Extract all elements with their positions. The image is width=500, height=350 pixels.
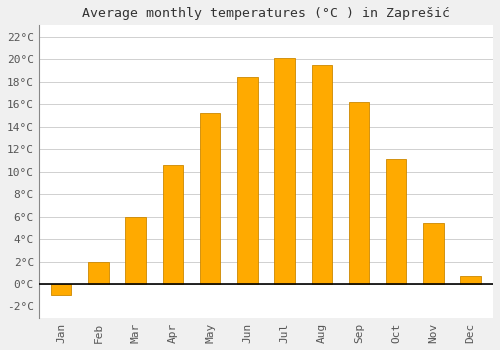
Bar (274, 58, 295, 284)
Bar (200, 113, 220, 284)
Bar (162, 165, 183, 284)
Bar (126, 217, 146, 284)
Bar (312, 65, 332, 284)
Title: Average monthly temperatures (°C ) in Zaprešić: Average monthly temperatures (°C ) in Za… (82, 7, 450, 20)
Bar (349, 102, 370, 284)
Bar (460, 276, 481, 284)
Text: -2°C: -2°C (8, 302, 34, 312)
Bar (88, 262, 108, 284)
Bar (423, 223, 444, 284)
Bar (386, 159, 406, 284)
Bar (237, 77, 258, 284)
Bar (51, 284, 72, 295)
